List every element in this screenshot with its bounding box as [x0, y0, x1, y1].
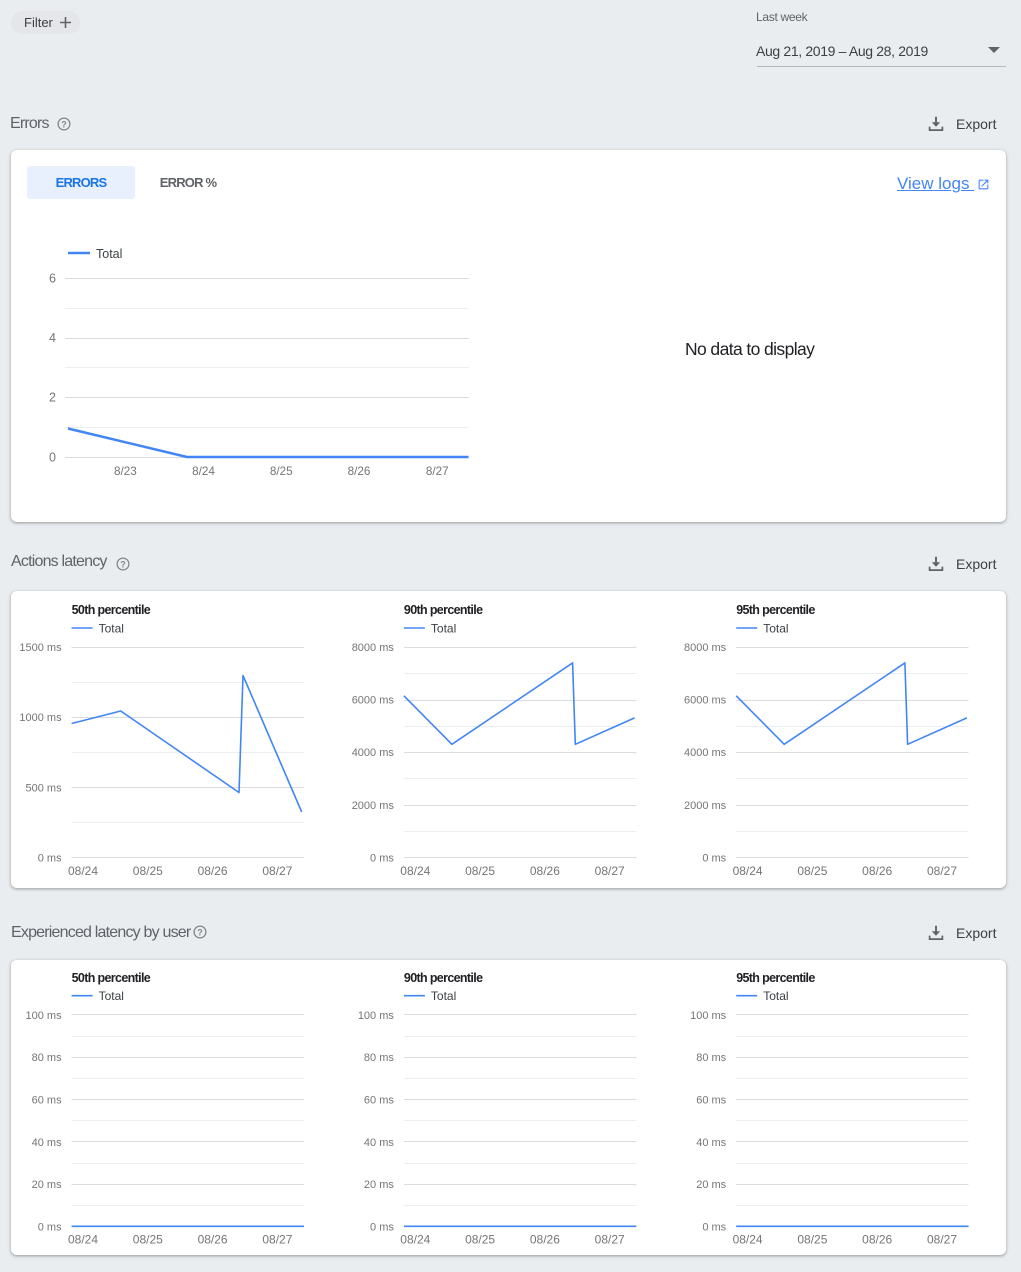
svg-text:?: ? — [197, 927, 203, 937]
svg-text:?: ? — [120, 559, 126, 569]
svg-text:?: ? — [61, 119, 67, 129]
